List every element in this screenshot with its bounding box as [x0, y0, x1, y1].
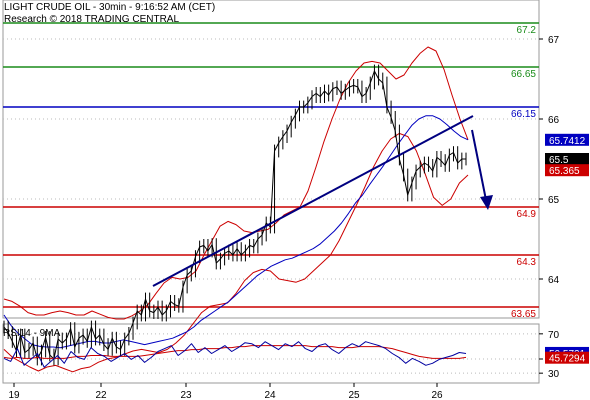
x-tick-label: 25	[348, 390, 360, 400]
rsi-tag-label: 45.7294	[549, 354, 586, 365]
y-tick-label: 67	[548, 35, 560, 46]
level-label: 64.9	[517, 209, 537, 220]
forecast-arrow-head	[480, 195, 493, 210]
rsi-y-tick-label: 70	[548, 330, 560, 341]
level-label: 63.65	[511, 309, 536, 320]
x-tick-label: 22	[95, 390, 107, 400]
level-label: 66.15	[511, 109, 536, 120]
x-tick-label: 19	[8, 390, 20, 400]
y-tick-label: 66	[548, 115, 560, 126]
price-tag-label: 65.365	[549, 166, 580, 177]
price-tag-bg	[545, 164, 589, 177]
x-tick-label: 24	[264, 390, 276, 400]
forecast-arrow-shaft	[471, 129, 487, 201]
main-plot-frame	[2, 0, 540, 319]
rsi-panel-title: RSI14 - 9MA	[3, 328, 61, 339]
bollinger-upper-line	[3, 46, 469, 320]
x-tick-label: 26	[431, 390, 443, 400]
level-label: 64.3	[517, 257, 537, 268]
rsi-tag-bg	[545, 351, 589, 364]
x-tick-label: 23	[180, 390, 192, 400]
research-credit: Research © 2018 TRADING CENTRAL	[4, 14, 180, 25]
uptrend-line	[152, 115, 474, 287]
rsi-line	[3, 341, 467, 368]
chart-title: LIGHT CRUDE OIL - 30min - 9:16:52 AM (CE…	[4, 2, 216, 13]
price-tag-bg	[545, 153, 589, 165]
level-label: 66.65	[511, 69, 536, 80]
price-close-line	[3, 70, 466, 360]
rsi-plot-frame	[2, 323, 540, 384]
price-tag-bg	[545, 133, 589, 146]
y-tick-label: 65	[548, 195, 560, 206]
price-tag-label: 65.5	[549, 155, 569, 166]
y-tick-label: 64	[548, 275, 560, 286]
price-tag-label: 65.7412	[549, 136, 586, 147]
rsi-ma-line	[3, 345, 467, 359]
bollinger-lower-line	[3, 132, 469, 373]
level-label: 67.2	[517, 25, 537, 36]
moving-average-line	[3, 115, 469, 349]
rsi-y-tick-label: 30	[548, 369, 560, 380]
